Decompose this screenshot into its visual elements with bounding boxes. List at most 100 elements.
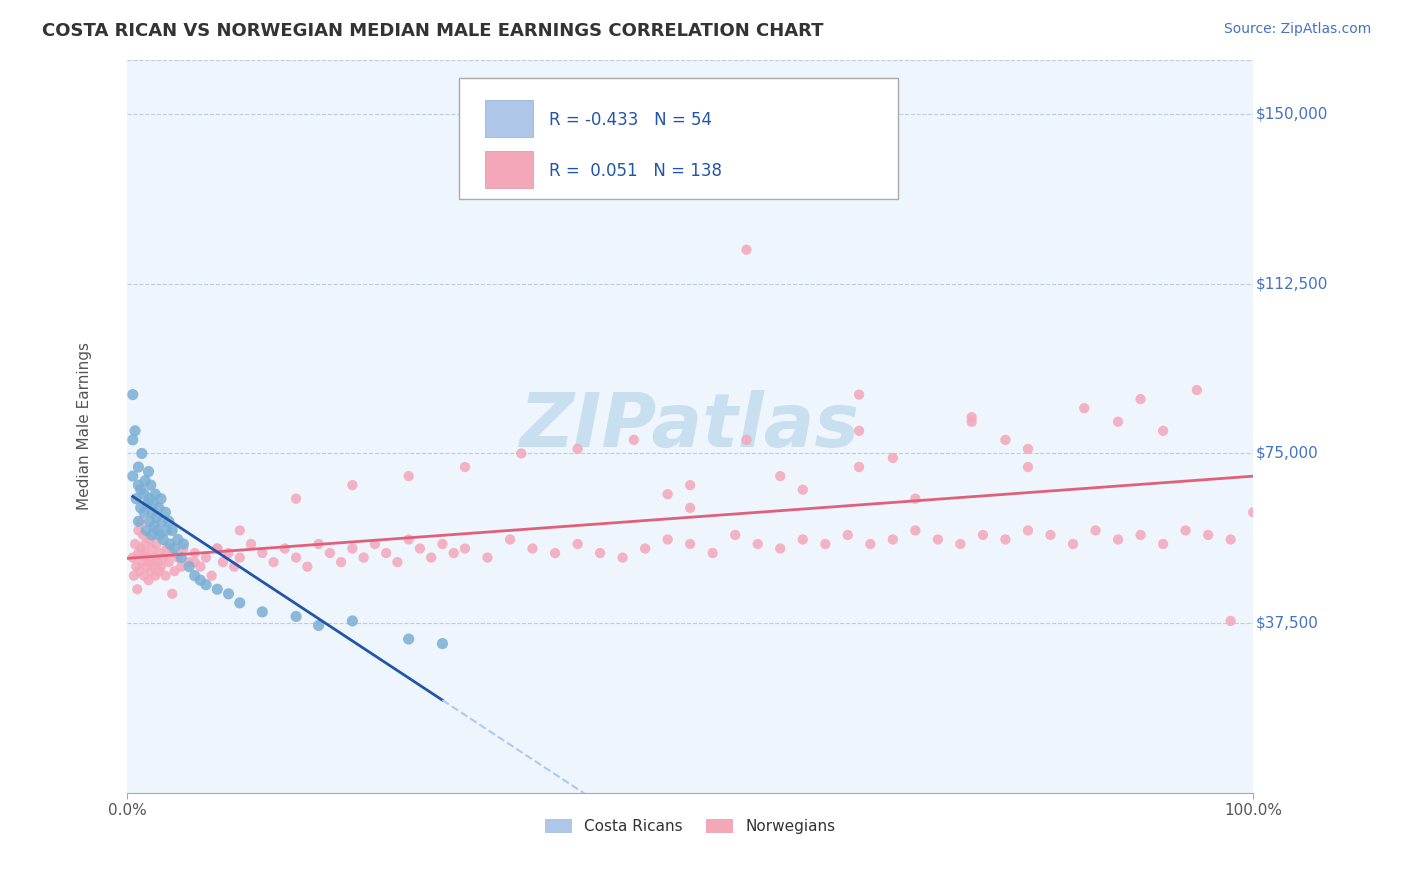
Point (132, 568, 155, 582)
Point (143, 550, 166, 565)
Point (132, 528, 155, 542)
Point (1107, 533, 1129, 547)
Point (657, 487, 679, 501)
Point (1017, 524, 1039, 538)
Point (724, 528, 747, 542)
Text: $37,500: $37,500 (1256, 615, 1319, 631)
Point (184, 555, 207, 569)
Point (735, 433, 758, 447)
Point (146, 555, 169, 569)
Point (146, 524, 169, 538)
Point (195, 578, 218, 592)
Point (160, 524, 183, 538)
Point (145, 509, 167, 524)
Point (1107, 415, 1129, 429)
Point (1129, 392, 1152, 406)
Point (679, 500, 702, 515)
Point (152, 550, 174, 565)
Point (848, 387, 870, 401)
Point (184, 568, 207, 582)
Point (129, 514, 152, 528)
Point (409, 541, 432, 556)
Point (139, 564, 162, 578)
Point (166, 533, 188, 547)
Point (195, 550, 218, 565)
Point (170, 559, 193, 574)
Point (148, 500, 170, 515)
Point (121, 550, 143, 565)
Point (143, 487, 166, 501)
Point (229, 596, 252, 610)
Text: R = -0.433   N = 54: R = -0.433 N = 54 (550, 111, 713, 128)
Point (792, 483, 814, 497)
Point (212, 555, 235, 569)
Point (848, 460, 870, 475)
Point (960, 415, 983, 429)
Point (163, 564, 186, 578)
Point (949, 537, 972, 551)
Point (166, 550, 188, 565)
Point (375, 546, 398, 560)
Point (149, 528, 172, 542)
Point (1017, 460, 1039, 475)
Point (1062, 537, 1084, 551)
Point (285, 609, 308, 624)
Point (124, 424, 146, 438)
Point (124, 537, 146, 551)
Point (814, 537, 837, 551)
Point (1039, 528, 1062, 542)
Point (285, 550, 308, 565)
Point (308, 618, 330, 632)
Point (398, 533, 420, 547)
Point (122, 568, 145, 582)
Point (145, 537, 167, 551)
Point (132, 505, 155, 519)
Point (129, 541, 152, 556)
Point (127, 524, 149, 538)
Point (172, 541, 194, 556)
Point (132, 546, 155, 560)
Point (121, 433, 143, 447)
Point (201, 568, 224, 582)
Point (342, 541, 364, 556)
Point (1073, 401, 1095, 416)
Point (443, 546, 465, 560)
Point (138, 555, 160, 569)
Point (1174, 524, 1197, 538)
Point (904, 491, 927, 506)
Point (882, 533, 904, 547)
Point (387, 555, 409, 569)
Point (141, 541, 163, 556)
Point (263, 555, 285, 569)
Point (330, 555, 353, 569)
Point (612, 550, 634, 565)
Point (136, 496, 159, 510)
Point (499, 533, 522, 547)
Point (1219, 533, 1241, 547)
Point (127, 514, 149, 528)
Point (252, 605, 274, 619)
Bar (485, 100, 533, 136)
Point (342, 614, 364, 628)
Text: COSTA RICAN VS NORWEGIAN MEDIAN MALE EARNINGS CORRELATION CHART: COSTA RICAN VS NORWEGIAN MEDIAN MALE EAR… (42, 22, 824, 40)
Point (994, 533, 1017, 547)
Point (207, 582, 229, 597)
Point (747, 537, 769, 551)
Point (177, 555, 200, 569)
Point (1084, 524, 1107, 538)
Point (135, 559, 157, 574)
Text: R =  0.051   N = 138: R = 0.051 N = 138 (550, 162, 723, 180)
Point (224, 559, 246, 574)
Point (170, 550, 193, 565)
Point (510, 446, 533, 460)
FancyBboxPatch shape (460, 78, 898, 199)
Point (634, 541, 657, 556)
Point (148, 564, 170, 578)
Point (159, 537, 181, 551)
Point (190, 573, 212, 587)
Point (157, 555, 180, 569)
Point (848, 424, 870, 438)
Point (1197, 528, 1219, 542)
Point (131, 446, 153, 460)
Point (127, 460, 149, 475)
